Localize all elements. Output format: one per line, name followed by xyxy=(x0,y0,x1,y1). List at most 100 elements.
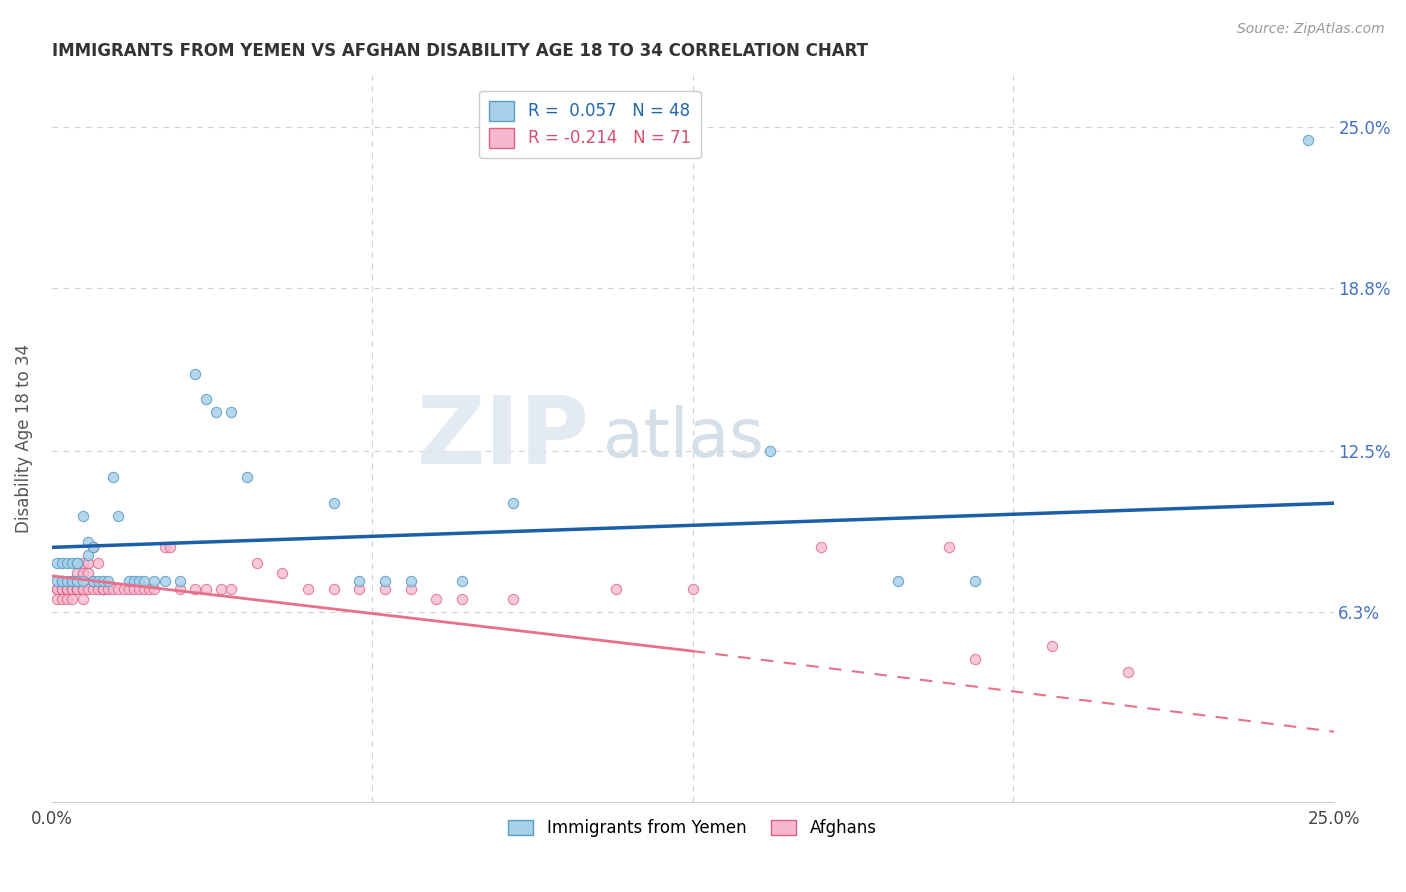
Point xyxy=(399,582,422,596)
Point xyxy=(118,582,141,596)
Point xyxy=(82,574,104,588)
Point xyxy=(66,582,89,596)
Point xyxy=(91,582,114,596)
Point xyxy=(235,470,257,484)
Point xyxy=(45,582,67,596)
Point xyxy=(122,574,145,588)
Point xyxy=(66,582,89,596)
Point xyxy=(107,582,129,596)
Point xyxy=(169,574,191,588)
Point xyxy=(51,582,73,596)
Point xyxy=(91,582,114,596)
Legend: Immigrants from Yemen, Afghans: Immigrants from Yemen, Afghans xyxy=(502,813,883,844)
Point xyxy=(45,556,67,570)
Point xyxy=(60,582,83,596)
Point xyxy=(963,574,986,588)
Point xyxy=(605,582,627,596)
Point xyxy=(322,496,344,510)
Point xyxy=(87,582,110,596)
Point xyxy=(1040,639,1063,653)
Point xyxy=(56,592,79,607)
Point xyxy=(374,582,396,596)
Point xyxy=(97,582,120,596)
Point xyxy=(938,541,960,555)
Point xyxy=(60,574,83,588)
Point xyxy=(194,582,217,596)
Point xyxy=(82,574,104,588)
Point xyxy=(56,582,79,596)
Point xyxy=(246,556,269,570)
Point xyxy=(169,582,191,596)
Point xyxy=(45,574,67,588)
Point xyxy=(682,582,704,596)
Point xyxy=(87,574,110,588)
Point xyxy=(204,405,226,419)
Point xyxy=(72,574,94,588)
Point xyxy=(219,582,242,596)
Point xyxy=(399,574,422,588)
Point xyxy=(107,509,129,524)
Point xyxy=(66,582,89,596)
Point xyxy=(128,574,150,588)
Point xyxy=(82,541,104,555)
Point xyxy=(112,582,135,596)
Point xyxy=(60,574,83,588)
Point xyxy=(60,556,83,570)
Point xyxy=(60,582,83,596)
Point xyxy=(51,574,73,588)
Point xyxy=(132,582,155,596)
Text: atlas: atlas xyxy=(603,405,763,471)
Point xyxy=(66,582,89,596)
Point xyxy=(60,592,83,607)
Point xyxy=(138,582,160,596)
Point xyxy=(66,556,89,570)
Point xyxy=(374,574,396,588)
Point xyxy=(97,574,120,588)
Point xyxy=(45,592,67,607)
Point xyxy=(194,392,217,407)
Point xyxy=(82,541,104,555)
Point xyxy=(51,574,73,588)
Point xyxy=(76,548,98,562)
Text: ZIP: ZIP xyxy=(418,392,591,484)
Point xyxy=(132,574,155,588)
Text: Source: ZipAtlas.com: Source: ZipAtlas.com xyxy=(1237,22,1385,37)
Point xyxy=(66,574,89,588)
Point xyxy=(143,582,166,596)
Point xyxy=(51,592,73,607)
Point xyxy=(82,582,104,596)
Point xyxy=(1118,665,1140,679)
Point xyxy=(72,566,94,581)
Point xyxy=(451,592,474,607)
Point xyxy=(82,541,104,555)
Point xyxy=(886,574,908,588)
Point xyxy=(758,444,780,458)
Point xyxy=(60,582,83,596)
Point xyxy=(72,582,94,596)
Point xyxy=(76,582,98,596)
Point xyxy=(56,582,79,596)
Point xyxy=(153,541,176,555)
Point xyxy=(297,582,319,596)
Point xyxy=(122,582,145,596)
Point xyxy=(72,582,94,596)
Text: IMMIGRANTS FROM YEMEN VS AFGHAN DISABILITY AGE 18 TO 34 CORRELATION CHART: IMMIGRANTS FROM YEMEN VS AFGHAN DISABILI… xyxy=(52,42,868,60)
Point xyxy=(56,574,79,588)
Point xyxy=(502,496,524,510)
Point xyxy=(349,574,371,588)
Point xyxy=(72,509,94,524)
Point xyxy=(56,556,79,570)
Point xyxy=(103,470,125,484)
Point xyxy=(118,574,141,588)
Point xyxy=(66,574,89,588)
Point xyxy=(322,582,344,596)
Point xyxy=(87,556,110,570)
Point xyxy=(184,367,207,381)
Point xyxy=(66,556,89,570)
Point xyxy=(153,574,176,588)
Point xyxy=(159,541,181,555)
Point xyxy=(91,574,114,588)
Point xyxy=(66,566,89,581)
Point xyxy=(45,582,67,596)
Point xyxy=(56,582,79,596)
